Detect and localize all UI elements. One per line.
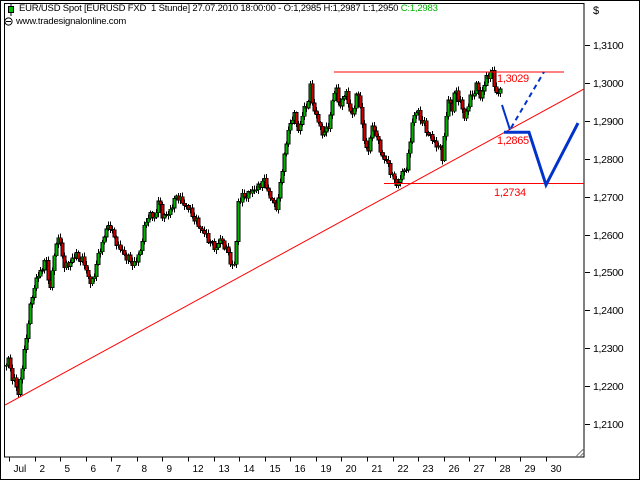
x-tick-label: 5	[65, 464, 71, 475]
x-tick-label: 21	[372, 464, 384, 475]
currency-label: $	[593, 5, 599, 17]
x-tick-label: 13	[219, 464, 231, 475]
resistance-price-label: 1,3029	[497, 73, 529, 85]
x-tick-label: 23	[423, 464, 435, 475]
candles-group	[5, 66, 503, 398]
copyright-globe-icon	[4, 17, 13, 26]
x-tick-label: 12	[193, 464, 205, 475]
x-tick-label: 30	[551, 464, 563, 475]
x-tick-label: 14	[244, 464, 256, 475]
y-tick-label: 1,2400	[593, 305, 624, 317]
resize-grip[interactable]	[576, 448, 585, 457]
x-tick-label: 2	[40, 464, 46, 475]
y-tick-label: 1,2600	[593, 230, 624, 242]
y-tick-label: 1,2100	[593, 419, 624, 431]
x-tick-label: 26	[449, 464, 461, 475]
chart-title: EUR/USD Spot [EURUSD FXD 1 Stunde] 27.07…	[6, 3, 438, 16]
y-tick-label: 1,3100	[593, 40, 624, 52]
support-price-label: 1,2734	[494, 187, 526, 199]
y-tick-label: 1,2300	[593, 343, 624, 355]
y-axis: 1,3100 1,3000 1,2900 1,2800 1,2700 1,2600 1,25…	[585, 5, 624, 431]
x-tick-label: 29	[525, 464, 537, 475]
title-close-value: C:1,2983	[400, 3, 438, 14]
x-tick-label: 15	[270, 464, 282, 475]
x-tick-label: 6	[91, 464, 97, 475]
y-tick-label: 1,3000	[593, 78, 624, 90]
x-tick-label: 16	[295, 464, 307, 475]
x-tick-label: 19	[321, 464, 333, 475]
retracement-price-label: 1,2865	[497, 135, 529, 147]
watermark-text: www.tradesignalonline.com	[16, 16, 127, 27]
x-tick-label: Jul	[14, 464, 27, 475]
x-tick-label: 9	[167, 464, 173, 475]
y-tick-label: 1,2500	[593, 267, 624, 279]
trend-line	[4, 88, 585, 406]
watermark: www.tradesignalonline.com	[4, 16, 126, 27]
forecast-solid-line	[504, 122, 580, 189]
y-tick-label: 1,2900	[593, 116, 624, 128]
title-text: EUR/USD Spot [EURUSD FXD 1 Stunde] 27.07…	[19, 3, 401, 14]
y-tick-label: 1,2800	[593, 154, 624, 166]
forecast-entry-line	[501, 104, 511, 131]
x-axis: Jul 2 5 6 7 8 9 12 13 14 15 16 19 20 21 22 23 26 27 28 29 30	[9, 457, 563, 475]
candlestick-icon	[8, 3, 14, 16]
x-tick-label: 8	[142, 464, 148, 475]
x-tick-label: 28	[500, 464, 512, 475]
x-tick-label: 20	[346, 464, 358, 475]
x-tick-label: 27	[474, 464, 486, 475]
y-tick-label: 1,2700	[593, 192, 624, 204]
y-tick-label: 1,2200	[593, 381, 624, 393]
x-tick-label: 22	[398, 464, 410, 475]
x-tick-label: 7	[116, 464, 122, 475]
forecast-dashed-line	[510, 71, 545, 129]
